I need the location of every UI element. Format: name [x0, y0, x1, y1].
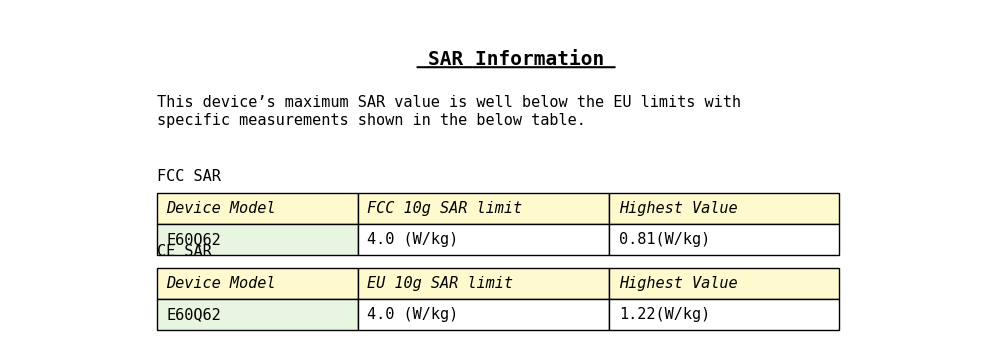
Text: FCC 10g SAR limit: FCC 10g SAR limit [368, 201, 523, 216]
Text: Device Model: Device Model [166, 201, 276, 216]
Bar [157, 299, 358, 330]
Bar [157, 268, 358, 299]
Text: Highest Value: Highest Value [618, 201, 737, 216]
Text: CE SAR: CE SAR [157, 244, 211, 259]
Text: SAR Information: SAR Information [428, 50, 604, 69]
Bar [358, 268, 609, 299]
Bar [358, 193, 609, 224]
Text: 4.0 (W/kg): 4.0 (W/kg) [368, 232, 459, 247]
Bar [157, 224, 358, 255]
Text: FCC SAR: FCC SAR [157, 169, 221, 184]
Text: Highest Value: Highest Value [618, 276, 737, 291]
Text: EU 10g SAR limit: EU 10g SAR limit [368, 276, 514, 291]
Bar [157, 193, 358, 224]
Bar [358, 299, 609, 330]
Bar [609, 193, 839, 224]
Text: 4.0 (W/kg): 4.0 (W/kg) [368, 307, 459, 322]
Text: 0.81(W/kg): 0.81(W/kg) [618, 232, 710, 247]
Bar [609, 268, 839, 299]
Bar [609, 299, 839, 330]
Text: This device’s maximum SAR value is well below the EU limits with
specific measur: This device’s maximum SAR value is well … [157, 95, 741, 128]
Text: 1.22(W/kg): 1.22(W/kg) [618, 307, 710, 322]
Bar [609, 224, 839, 255]
Text: Device Model: Device Model [166, 276, 276, 291]
Bar [358, 224, 609, 255]
Text: E60Q62: E60Q62 [166, 232, 222, 247]
Text: E60Q62: E60Q62 [166, 307, 222, 322]
